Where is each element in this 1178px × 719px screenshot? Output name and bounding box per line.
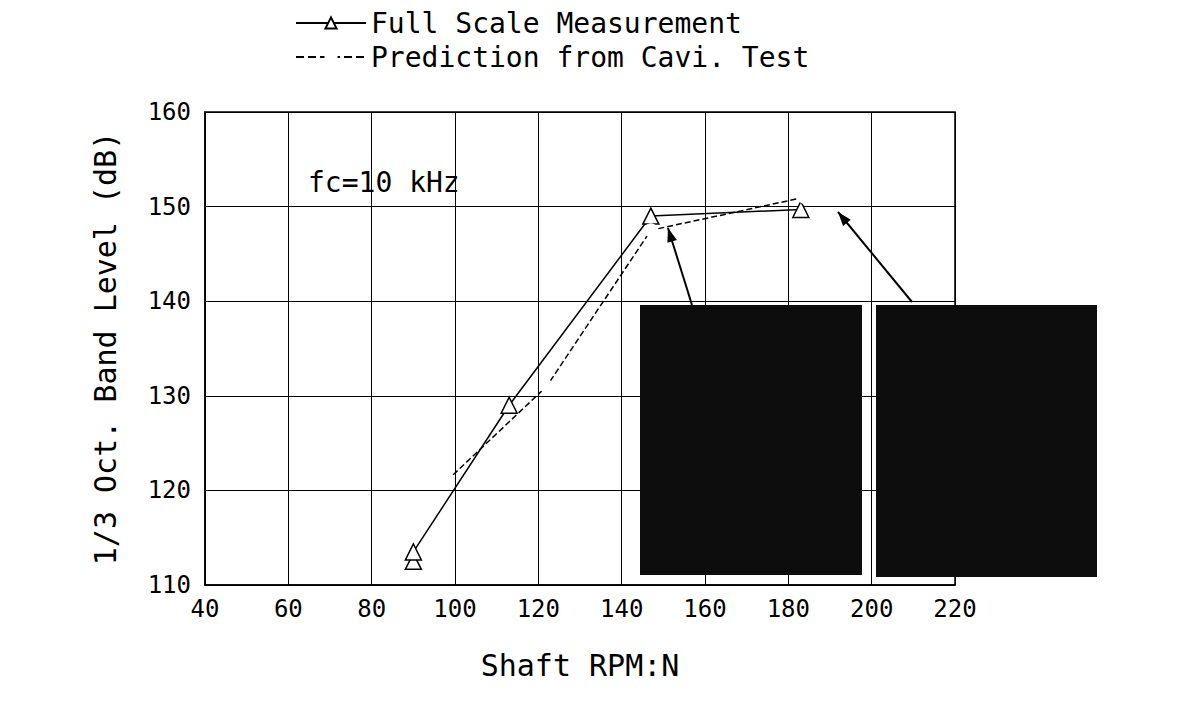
svg-text:140: 140: [148, 287, 191, 315]
svg-text:100: 100: [433, 595, 476, 623]
svg-text:220: 220: [933, 595, 976, 623]
svg-text:fc=10 kHz: fc=10 kHz: [308, 166, 460, 199]
svg-text:200: 200: [850, 595, 893, 623]
svg-text:110: 110: [148, 571, 191, 599]
svg-text:140: 140: [600, 595, 643, 623]
svg-text:130: 130: [148, 382, 191, 410]
svg-text:160: 160: [683, 595, 726, 623]
svg-text:60: 60: [274, 595, 303, 623]
svg-text:160: 160: [148, 98, 191, 126]
svg-text:180: 180: [767, 595, 810, 623]
svg-text:40: 40: [191, 595, 220, 623]
svg-text:150: 150: [148, 193, 191, 221]
svg-text:80: 80: [357, 595, 386, 623]
svg-text:1/3 Oct. Band Level (dB): 1/3 Oct. Band Level (dB): [88, 132, 123, 565]
svg-text:120: 120: [517, 595, 560, 623]
svg-text:120: 120: [148, 476, 191, 504]
svg-text:Shaft RPM:N: Shaft RPM:N: [481, 648, 680, 683]
svg-text:Prediction from Cavi. Test: Prediction from Cavi. Test: [371, 41, 809, 74]
svg-text:Full Scale Measurement: Full Scale Measurement: [371, 7, 742, 40]
